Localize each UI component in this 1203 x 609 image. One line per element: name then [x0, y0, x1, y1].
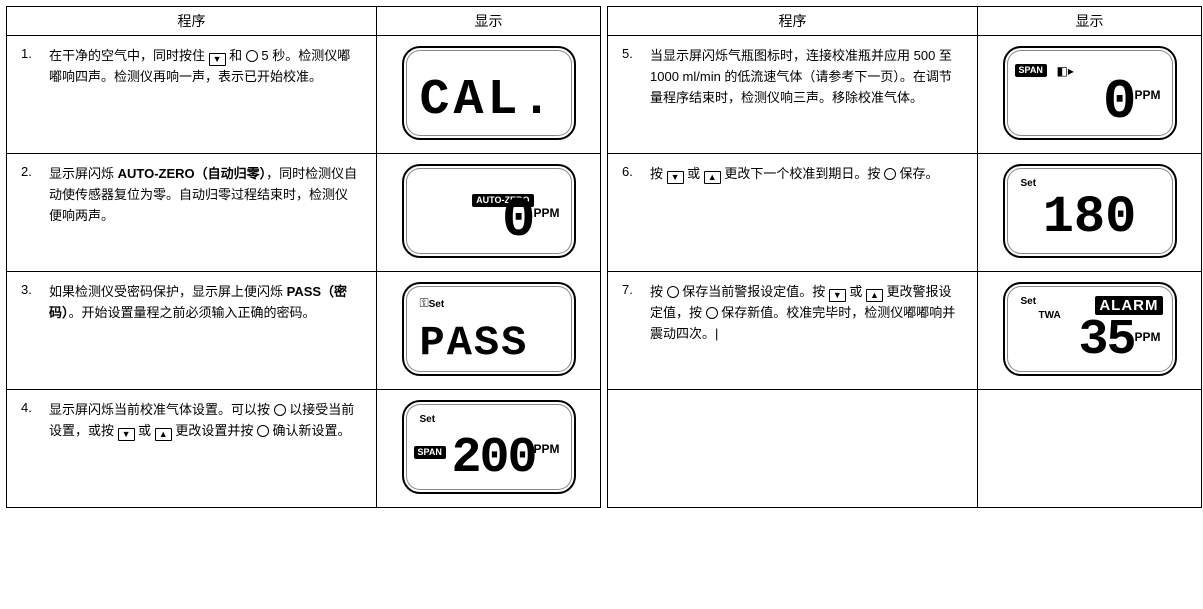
table-row: 5. 当显示屏闪烁气瓶图标时，连接校准瓶并应用 500 至 1000 ml/mi… — [608, 36, 1202, 154]
key-icon: ⚿Set — [420, 296, 445, 311]
down-icon: ▼ — [209, 53, 226, 66]
lcd-value: PASS — [420, 322, 529, 364]
right-table: 程序 显示 5. 当显示屏闪烁气瓶图标时，连接校准瓶并应用 500 至 1000… — [607, 6, 1202, 508]
set-label: Set — [420, 414, 436, 425]
lcd-value: 180 — [1011, 192, 1169, 244]
ppm-label: PPM — [1134, 88, 1160, 102]
step-text: 按 保存当前警报设定值。按 ▼ 或 ▲ 更改警报设定值，按 保存新值。校准完毕时… — [650, 282, 959, 344]
table-row: 6. 按 ▼ 或 ▲ 更改下一个校准到期日。按 保存。 Set 180 — [608, 154, 1202, 272]
up-icon: ▲ — [704, 171, 721, 184]
tables-wrap: 程序 显示 1. 在干净的空气中，同时按住 ▼ 和 5 秒。检测仪嘟嘟响四声。检… — [6, 6, 1197, 508]
step-number: 6. — [622, 164, 650, 185]
header-proc: 程序 — [7, 7, 377, 36]
lcd-value: 200 — [451, 434, 535, 484]
left-table: 程序 显示 1. 在干净的空气中，同时按住 ▼ 和 5 秒。检测仪嘟嘟响四声。检… — [6, 6, 601, 508]
step-number: 4. — [21, 400, 49, 442]
circle-icon — [884, 168, 896, 180]
step-text: 显示屏闪烁当前校准气体设置。可以按 以接受当前设置，或按 ▼ 或 ▲ 更改设置并… — [49, 400, 358, 442]
set-label: Set — [1021, 296, 1037, 307]
table-row: 2. 显示屏闪烁 AUTO-ZERO（自动归零），同时检测仪自动使传感器复位为零… — [7, 154, 601, 272]
lcd-display: AUTO-ZERO PPM 0 — [402, 164, 576, 258]
step-text: 当显示屏闪烁气瓶图标时，连接校准瓶并应用 500 至 1000 ml/min 的… — [650, 46, 959, 108]
lcd-display: CAL. — [402, 46, 576, 140]
step-number: 2. — [21, 164, 49, 226]
step-text: 如果检测仪受密码保护，显示屏上便闪烁 PASS（密码）。开始设置量程之前必须输入… — [49, 282, 358, 324]
up-icon: ▲ — [866, 289, 883, 302]
step-text: 显示屏闪烁 AUTO-ZERO（自动归零），同时检测仪自动使传感器复位为零。自动… — [49, 164, 358, 226]
header-disp: 显示 — [377, 7, 601, 36]
lcd-value: 0 — [502, 192, 534, 248]
ppm-label: PPM — [1134, 330, 1160, 344]
down-icon: ▼ — [667, 171, 684, 184]
step-text: 按 ▼ 或 ▲ 更改下一个校准到期日。按 保存。 — [650, 164, 959, 185]
step-text: 在干净的空气中，同时按住 ▼ 和 5 秒。检测仪嘟嘟响四声。检测仪再响一声，表示… — [49, 46, 358, 88]
circle-icon — [706, 307, 718, 319]
table-row: 1. 在干净的空气中，同时按住 ▼ 和 5 秒。检测仪嘟嘟响四声。检测仪再响一声… — [7, 36, 601, 154]
table-row: 7. 按 保存当前警报设定值。按 ▼ 或 ▲ 更改警报设定值，按 保存新值。校准… — [608, 272, 1202, 390]
header-proc: 程序 — [608, 7, 978, 36]
down-icon: ▼ — [118, 428, 135, 441]
twa-label: TWA — [1039, 310, 1061, 321]
circle-icon — [246, 50, 258, 62]
circle-icon — [257, 425, 269, 437]
lcd-display: Set 180 — [1003, 164, 1177, 258]
table-row: 3. 如果检测仪受密码保护，显示屏上便闪烁 PASS（密码）。开始设置量程之前必… — [7, 272, 601, 390]
lcd-value: CAL. — [420, 76, 556, 126]
lcd-display: Set SPAN PPM 200 — [402, 400, 576, 494]
lcd-display: Set TWA ALARM PPM 35 — [1003, 282, 1177, 376]
cylinder-icon: ◧▸ — [1057, 64, 1074, 78]
circle-icon — [274, 404, 286, 416]
table-row — [608, 390, 1202, 508]
down-icon: ▼ — [829, 289, 846, 302]
lcd-value: 0 — [1103, 74, 1135, 130]
step-number: 3. — [21, 282, 49, 324]
step-number: 5. — [622, 46, 650, 108]
circle-icon — [667, 286, 679, 298]
table-row: 4. 显示屏闪烁当前校准气体设置。可以按 以接受当前设置，或按 ▼ 或 ▲ 更改… — [7, 390, 601, 508]
lcd-display: SPAN ◧▸ PPM 0 — [1003, 46, 1177, 140]
step-number: 1. — [21, 46, 49, 88]
lcd-value: 35 — [1078, 316, 1134, 366]
span-badge: SPAN — [414, 446, 446, 459]
ppm-label: PPM — [533, 442, 559, 456]
step-number: 7. — [622, 282, 650, 344]
span-badge: SPAN — [1015, 64, 1047, 77]
up-icon: ▲ — [155, 428, 172, 441]
lcd-display: ⚿Set PASS — [402, 282, 576, 376]
header-disp: 显示 — [978, 7, 1202, 36]
set-label: Set — [1021, 178, 1037, 189]
ppm-label: PPM — [533, 206, 559, 220]
